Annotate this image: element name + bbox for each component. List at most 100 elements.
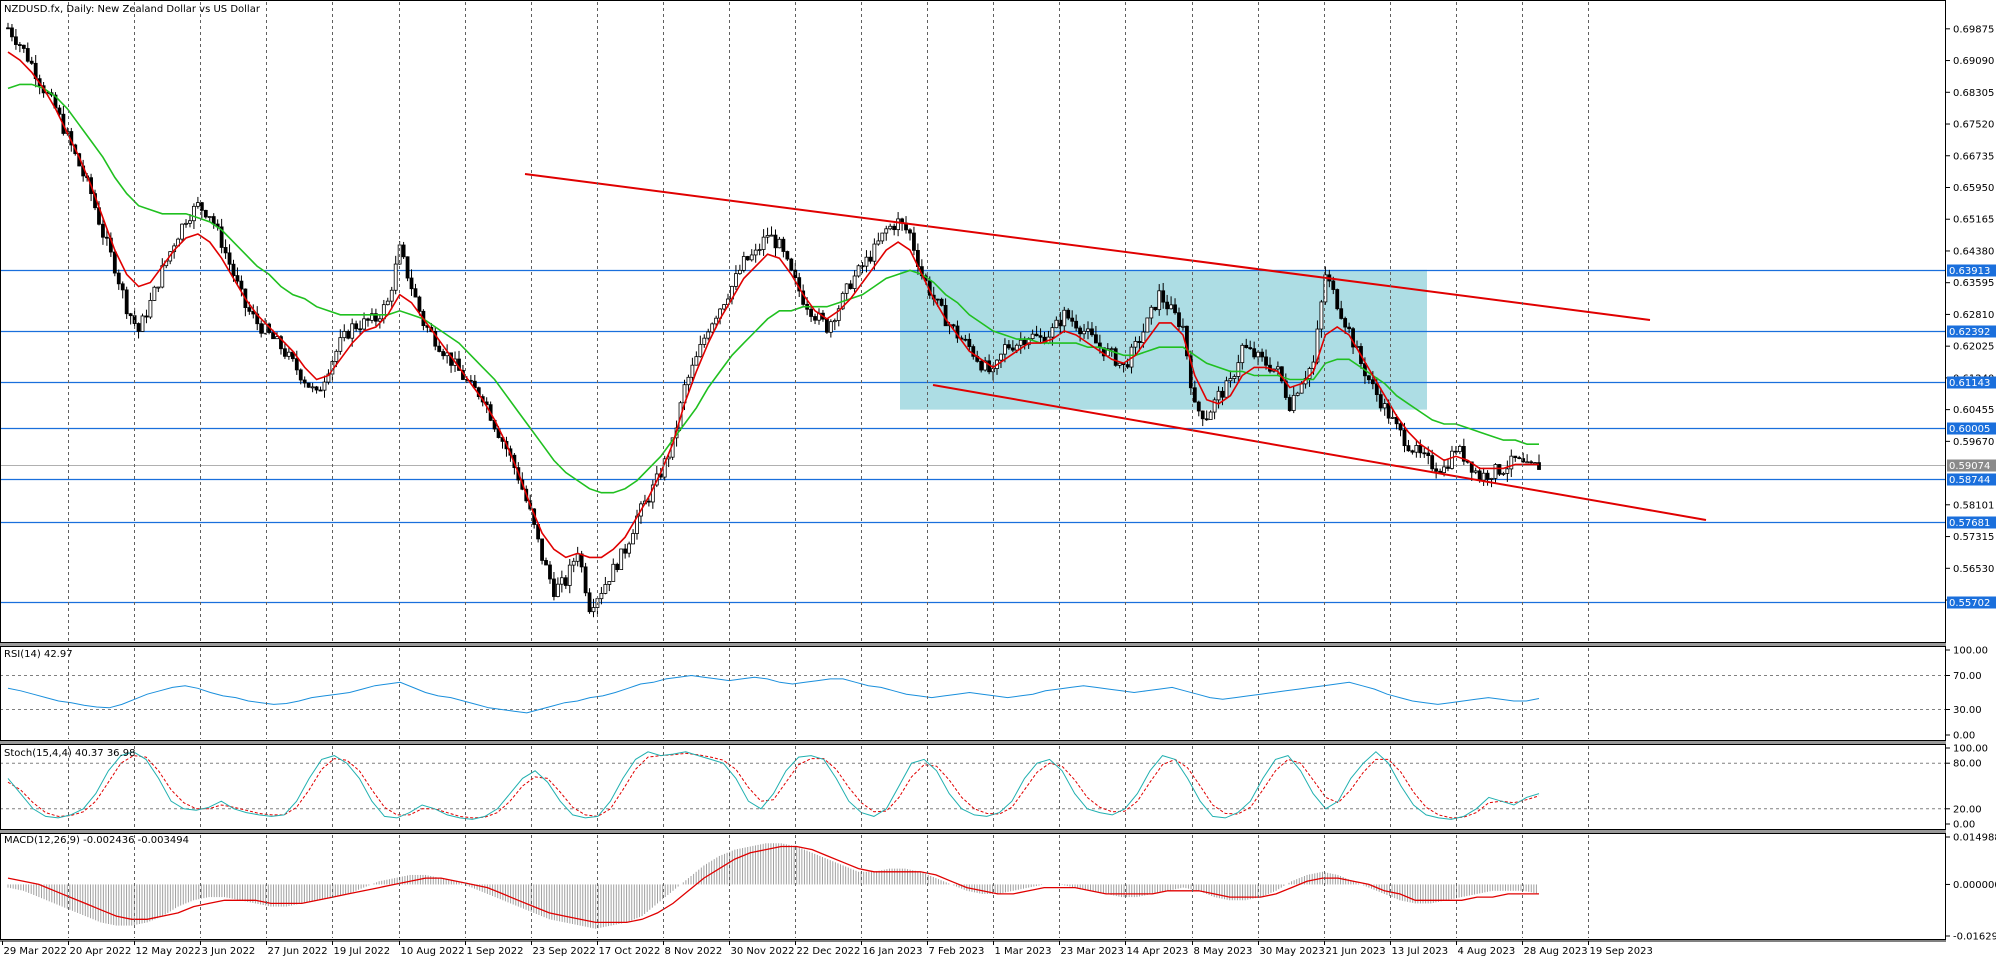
candle-body xyxy=(1212,399,1217,413)
candle-body xyxy=(1335,289,1340,310)
candle-body xyxy=(156,286,161,289)
macd-pane: 0.014988 0.000000 -0.016291 xyxy=(7,833,1996,943)
candle-body xyxy=(227,252,232,265)
candle-body xyxy=(615,563,620,570)
candle-body xyxy=(809,308,813,317)
candle-body xyxy=(192,205,196,222)
candle-body xyxy=(1521,458,1526,463)
candle-body xyxy=(892,225,897,231)
candle-body xyxy=(1157,290,1162,311)
date-tick-label: 20 Apr 2022 xyxy=(70,946,132,957)
candle-body xyxy=(184,222,188,225)
candle-body xyxy=(690,364,695,378)
candle-body xyxy=(1232,376,1237,379)
candle-body xyxy=(409,277,414,290)
candle-body xyxy=(575,553,580,562)
price-tick-label: 0.68305 xyxy=(1953,88,1994,99)
date-axis: 29 Mar 2022 20 Apr 2022 12 May 2022 3 Jun 2… xyxy=(2,941,1653,957)
candle-body xyxy=(999,353,1003,361)
candle-body xyxy=(203,209,208,218)
candle-body xyxy=(1173,304,1177,314)
candle-body xyxy=(1454,450,1458,453)
candle-body xyxy=(587,592,592,613)
candle-body xyxy=(555,583,560,597)
date-tick-label: 23 Sep 2022 xyxy=(533,946,596,957)
candle-body xyxy=(1489,477,1494,480)
candle-body xyxy=(1054,319,1059,329)
candle-body xyxy=(310,386,315,389)
current-price-badge xyxy=(1947,459,1996,472)
candle-body xyxy=(559,577,564,585)
stoch-k-line xyxy=(7,751,1540,820)
candle-body xyxy=(813,316,817,321)
rsi-label: RSI(14) 42.97 xyxy=(4,649,73,660)
candle-body xyxy=(235,275,240,282)
candle-body xyxy=(283,348,287,357)
candle-body xyxy=(741,256,746,271)
date-tick-label: 1 Mar 2023 xyxy=(995,946,1052,957)
macd-tick-label: 0.014988 xyxy=(1953,833,1996,844)
candle-body xyxy=(1070,317,1075,322)
level-badge xyxy=(1947,422,1996,435)
candle-body xyxy=(567,564,572,586)
candle-body xyxy=(769,234,774,237)
candle-body xyxy=(6,27,10,30)
candle-body xyxy=(552,578,556,597)
candle-body xyxy=(757,249,762,251)
candle-body xyxy=(1074,320,1079,329)
candle-body xyxy=(1220,390,1225,398)
price-tick-label: 0.57315 xyxy=(1953,532,1994,543)
current-price-label: 0.59074 xyxy=(1949,461,1990,472)
candle-body xyxy=(128,313,133,317)
date-tick-label: 7 Feb 2023 xyxy=(929,946,985,957)
candle-body xyxy=(1446,466,1450,469)
candle-body xyxy=(1200,410,1205,420)
candle-body xyxy=(1169,304,1173,310)
candle-body xyxy=(1477,470,1482,481)
candle-body xyxy=(1228,378,1233,382)
date-tick-label: 30 May 2023 xyxy=(1260,946,1325,957)
candle-body xyxy=(1398,423,1403,431)
candle-body xyxy=(1517,457,1522,460)
candle-body xyxy=(144,315,149,318)
candle-body xyxy=(540,538,544,561)
candle-body xyxy=(370,313,374,321)
date-tick-label: 12 May 2022 xyxy=(136,946,201,957)
candle-body xyxy=(1378,394,1383,409)
date-tick-label: 21 Jun 2023 xyxy=(1326,946,1386,957)
candle-body xyxy=(350,323,355,339)
candle-body xyxy=(1006,344,1011,349)
candle-body xyxy=(832,320,837,323)
candle-body xyxy=(385,300,390,306)
candle-body xyxy=(1366,375,1371,381)
candle-body xyxy=(631,533,635,545)
candle-body xyxy=(1224,380,1229,398)
candle-body xyxy=(1133,340,1138,348)
price-tick-label: 0.59670 xyxy=(1953,437,1994,448)
candle-body xyxy=(1125,364,1130,368)
price-tick-label: 0.58101 xyxy=(1953,500,1994,511)
candle-body xyxy=(105,236,109,239)
candle-body xyxy=(207,216,212,218)
candle-body xyxy=(1390,416,1395,419)
date-tick-label: 16 Jan 2023 xyxy=(863,946,923,957)
candle-body xyxy=(1485,472,1490,480)
candle-body xyxy=(302,379,307,384)
level-badge xyxy=(1947,596,1996,609)
candle-body xyxy=(1204,418,1209,421)
candle-body xyxy=(844,283,849,294)
macd-tick-label: 0.000000 xyxy=(1953,880,1996,891)
price-tick-label: 0.65165 xyxy=(1953,215,1994,226)
candle-body xyxy=(223,247,228,254)
candle-body xyxy=(710,323,715,333)
date-tick-label: 1 Sep 2022 xyxy=(467,946,524,957)
candle-body xyxy=(967,338,972,347)
candle-body xyxy=(180,223,184,240)
candle-body xyxy=(1188,355,1193,389)
date-tick-label: 23 Mar 2023 xyxy=(1061,946,1124,957)
candle-body xyxy=(1022,339,1027,346)
candle-body xyxy=(441,351,446,357)
candle-body xyxy=(271,332,275,340)
candle-body xyxy=(1331,280,1336,290)
candle-body xyxy=(116,272,121,285)
